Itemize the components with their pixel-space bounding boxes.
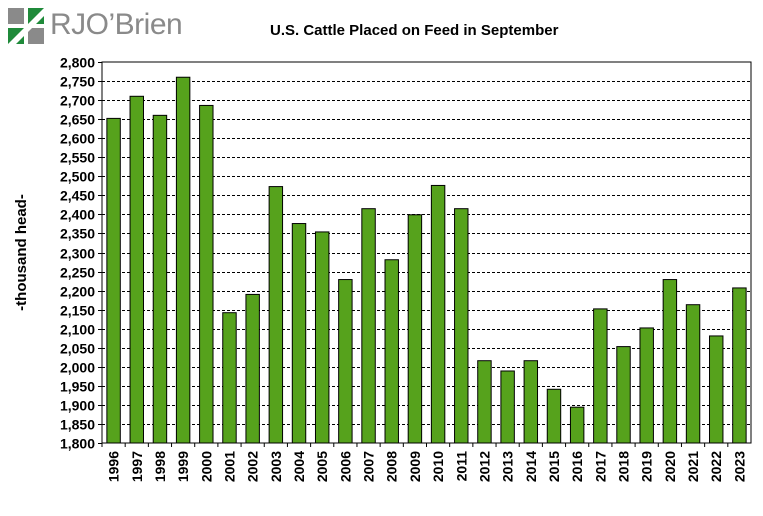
x-tick-label: 2012	[476, 451, 492, 482]
y-axis-label: -thousand head-	[13, 194, 30, 311]
bar	[639, 327, 654, 444]
x-tick-label: 1997	[129, 451, 145, 482]
y-tick-label: 1,950	[60, 379, 95, 395]
y-tick-label: 2,400	[60, 207, 95, 223]
bar	[222, 312, 237, 444]
x-tick-label: 2011	[453, 451, 469, 482]
x-tick-label: 2000	[198, 451, 214, 482]
bar	[732, 287, 747, 444]
bar	[291, 223, 307, 444]
bar	[477, 360, 492, 444]
y-tick-label: 2,300	[60, 246, 95, 262]
bar	[338, 279, 353, 444]
company-logo: RJO’Brien	[8, 6, 183, 46]
bar	[175, 76, 191, 444]
bar	[685, 304, 701, 444]
x-tick-label: 2004	[291, 451, 307, 482]
bar	[709, 335, 724, 444]
bar	[384, 259, 399, 444]
y-tick-label: 1,850	[60, 417, 95, 433]
y-tick-label: 2,800	[60, 55, 95, 71]
bar	[546, 388, 562, 444]
x-tick-label: 2002	[245, 451, 261, 482]
bar	[500, 370, 515, 444]
y-tick-label: 2,700	[60, 93, 95, 109]
x-tick-label: 2018	[616, 451, 632, 482]
y-tick-label: 2,150	[60, 303, 95, 319]
y-tick-label: 1,900	[60, 398, 95, 414]
y-tick-label: 2,650	[60, 112, 95, 128]
x-tick-label: 2001	[221, 451, 237, 482]
x-tick-label: 2014	[523, 451, 539, 482]
x-tick-label: 2017	[592, 451, 608, 482]
y-tick-label: 2,100	[60, 322, 95, 338]
chart-title: U.S. Cattle Placed on Feed in September	[270, 22, 559, 39]
bar	[361, 208, 376, 444]
bar	[593, 308, 608, 444]
y-tick-label: 2,050	[60, 341, 95, 357]
x-tick-label: 2005	[314, 451, 330, 482]
bar	[199, 104, 214, 444]
x-tick-label: 2015	[546, 451, 562, 482]
y-tick-label: 2,200	[60, 284, 95, 300]
y-tick-label: 2,600	[60, 131, 95, 147]
y-tick-label: 2,000	[60, 360, 95, 376]
bar	[314, 231, 330, 444]
y-tick-label: 2,500	[60, 169, 95, 185]
bar	[430, 184, 446, 444]
x-tick-label: 2022	[708, 451, 724, 482]
bar	[152, 114, 168, 444]
bar	[454, 208, 469, 444]
bar	[268, 186, 284, 444]
y-tick-label: 1,800	[60, 436, 95, 452]
y-tick-label: 2,350	[60, 226, 95, 242]
x-tick-label: 2010	[430, 451, 446, 482]
y-tick-label: 2,550	[60, 150, 95, 166]
x-tick-label: 2023	[731, 451, 747, 482]
x-tick-label: 2007	[361, 451, 377, 482]
x-tick-label: 2006	[337, 451, 353, 482]
x-tick-label: 2020	[662, 451, 678, 482]
x-tick-label: 2019	[639, 451, 655, 482]
logo-text: RJO’Brien	[50, 8, 183, 41]
x-tick-label: 2013	[500, 451, 516, 482]
bar	[407, 214, 423, 444]
x-tick-label: 2016	[569, 451, 585, 482]
rjobrien-logo-mark-icon	[8, 8, 44, 44]
x-tick-label: 2009	[407, 451, 423, 482]
bar	[245, 293, 260, 444]
bar	[569, 406, 585, 444]
x-tick-label: 1996	[106, 451, 122, 482]
x-tick-label: 2008	[384, 451, 400, 482]
bar	[662, 279, 678, 444]
x-tick-label: 1999	[175, 451, 191, 482]
bar	[129, 95, 144, 444]
x-tick-label: 2021	[685, 451, 701, 482]
bar	[523, 360, 539, 444]
x-tick-label: 2003	[268, 451, 284, 482]
y-tick-label: 2,250	[60, 265, 95, 281]
x-tick-label: 1998	[152, 451, 168, 482]
bar	[616, 346, 631, 444]
y-tick-label: 2,450	[60, 188, 95, 204]
bar	[106, 117, 121, 444]
y-tick-label: 2,750	[60, 74, 95, 90]
